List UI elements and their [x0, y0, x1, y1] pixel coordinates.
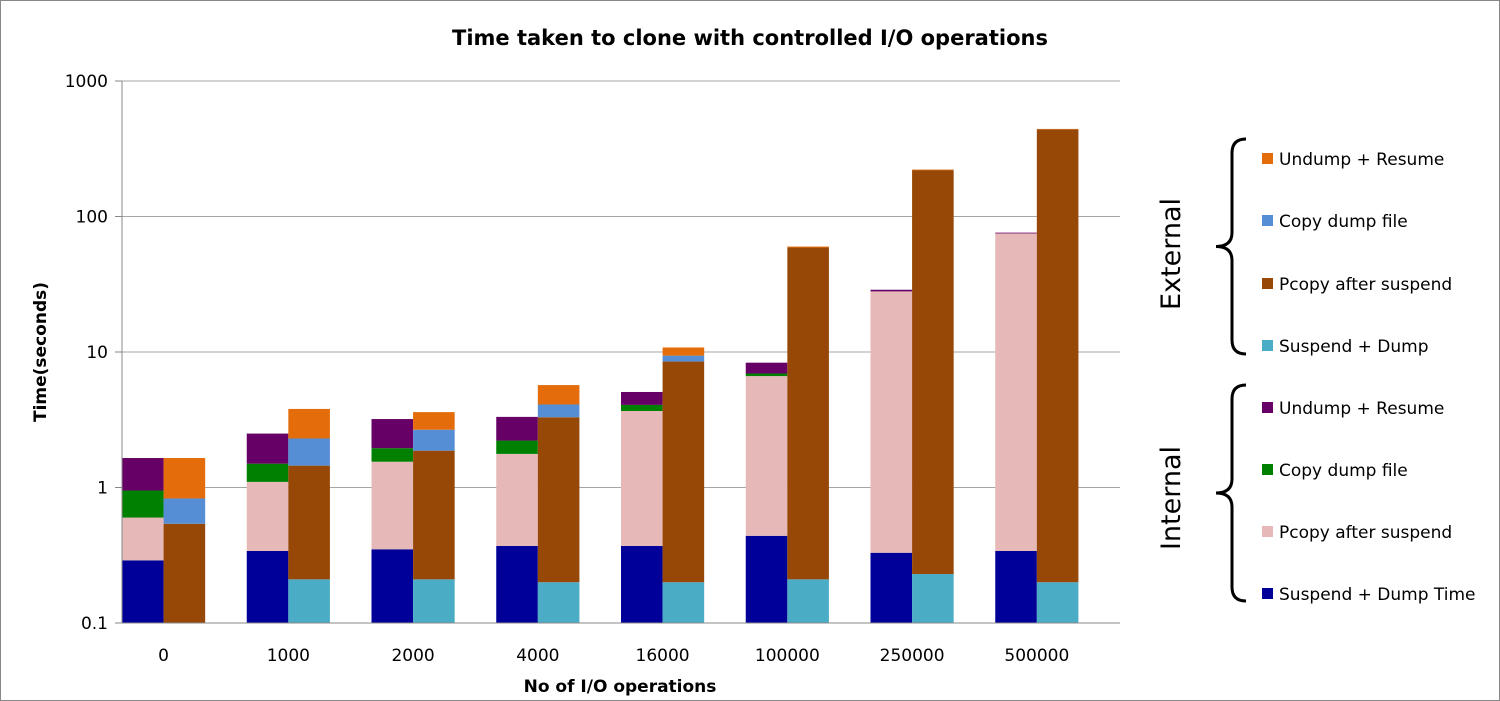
y-tick-label: 100	[76, 208, 108, 228]
legend-brace	[1215, 383, 1247, 603]
bar-segment	[995, 233, 1037, 551]
bar-segment	[288, 579, 330, 623]
legend-swatch	[1262, 215, 1273, 226]
x-tick-label: 500000	[1004, 646, 1069, 666]
y-tick-label: 1000	[65, 72, 108, 92]
legend-group-label: Internal	[1156, 446, 1187, 550]
bar-segment	[995, 232, 1037, 234]
legend-swatch	[1262, 464, 1273, 475]
bar-segment	[662, 582, 705, 623]
bar-segment	[787, 579, 829, 623]
bar-segment	[787, 247, 829, 580]
bar-segment	[496, 546, 538, 623]
bar-segment	[288, 438, 330, 466]
bar-segment	[122, 517, 164, 561]
bar-segment	[288, 465, 330, 580]
y-tick-label: 1	[97, 479, 108, 499]
bar-segment	[995, 550, 1037, 623]
bar-segment	[163, 458, 206, 499]
legend-item-label: Suspend + Dump	[1279, 337, 1429, 357]
bar-segment	[621, 391, 663, 405]
bar-segment	[537, 417, 580, 583]
bar-segment	[163, 523, 206, 623]
bar-segment	[870, 552, 913, 623]
bar-segment	[870, 291, 913, 553]
legend-item-label: Undump + Resume	[1279, 399, 1444, 419]
legend-swatch	[1262, 278, 1273, 289]
x-tick-label: 250000	[880, 646, 945, 666]
bar-segment	[537, 385, 580, 405]
x-tick-label: 4000	[516, 646, 559, 666]
bar-segment	[621, 404, 663, 411]
bar-segment	[912, 169, 954, 171]
bar-segment	[496, 416, 538, 441]
bar-segment	[371, 461, 414, 550]
legend-item-label: Copy dump file	[1279, 461, 1408, 481]
bar-segment	[787, 246, 829, 248]
y-axis-title: Time(seconds)	[31, 282, 51, 422]
bar-segment	[496, 453, 538, 547]
legend-layer: Undump + Resume Copy dump file Pcopy after…	[1156, 137, 1476, 605]
legend-swatch	[1262, 153, 1273, 164]
bars-layer	[122, 128, 1079, 623]
legend-swatch	[1262, 588, 1273, 599]
chart-title: Time taken to clone with controlled I/O …	[452, 26, 1048, 50]
bar-segment	[745, 376, 788, 536]
bar-segment	[288, 408, 330, 439]
bar-segment	[246, 433, 289, 464]
x-tick-label: 16000	[636, 646, 690, 666]
bar-segment	[1036, 129, 1079, 583]
bar-segment	[662, 361, 705, 583]
bar-segment	[371, 419, 414, 449]
x-tick-label: 100000	[755, 646, 820, 666]
legend-item-label: Undump + Resume	[1279, 150, 1444, 170]
x-tick-label: 1000	[267, 646, 310, 666]
y-tick-label: 0.1	[81, 614, 108, 634]
bar-segment	[413, 429, 455, 451]
bar-segment	[413, 579, 455, 623]
legend-item-label: Pcopy after suspend	[1279, 523, 1452, 543]
bar-segment	[621, 410, 663, 547]
legend-item-label: Pcopy after suspend	[1279, 275, 1452, 295]
bar-segment	[870, 289, 913, 292]
bar-segment	[662, 355, 705, 362]
x-tick-label: 0	[158, 646, 169, 666]
legend-swatch	[1262, 402, 1273, 413]
bar-segment	[662, 347, 705, 356]
bar-segment	[745, 535, 788, 623]
bar-segment	[413, 412, 455, 430]
bar-segment	[537, 404, 580, 418]
bar-segment	[537, 582, 580, 623]
bar-segment	[621, 546, 663, 623]
legend-swatch	[1262, 526, 1273, 537]
legend-brace	[1215, 137, 1247, 356]
legend-item-label: Suspend + Dump Time	[1279, 585, 1476, 605]
x-axis-title: No of I/O operations	[524, 677, 717, 697]
bar-segment	[246, 550, 289, 623]
bar-segment	[246, 481, 289, 551]
bar-segment	[371, 448, 414, 462]
bar-segment	[371, 549, 414, 623]
legend-group-label: External	[1156, 198, 1187, 310]
bar-segment	[122, 458, 164, 491]
bar-segment	[122, 560, 164, 623]
bar-segment	[246, 463, 289, 482]
bar-segment	[912, 573, 954, 623]
axis-layer: 0.1 1 10 100 1000 0 1000 2000 4000 16000 100000 250…	[65, 72, 1120, 666]
legend-swatch	[1262, 340, 1273, 351]
x-tick-label: 2000	[391, 646, 434, 666]
y-tick-label: 10	[86, 343, 108, 363]
bar-segment	[745, 373, 788, 377]
bar-segment	[496, 440, 538, 454]
bar-segment	[1036, 582, 1079, 623]
bar-segment	[122, 490, 164, 518]
bar-segment	[912, 170, 954, 574]
bar-segment	[163, 498, 206, 524]
legend-item-label: Copy dump file	[1279, 212, 1408, 232]
bar-segment	[745, 362, 788, 374]
bar-segment	[413, 450, 455, 580]
